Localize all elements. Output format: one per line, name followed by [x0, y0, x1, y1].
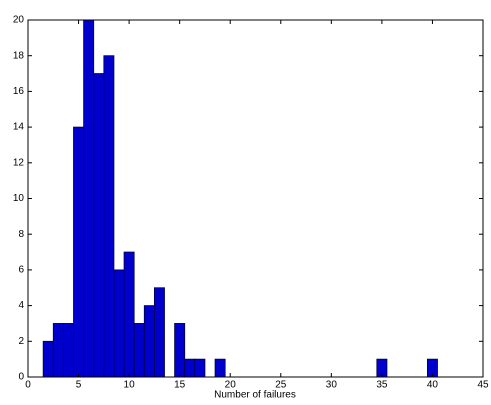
- x-tick-label: 0: [25, 380, 31, 391]
- y-tick-label: 0: [18, 372, 24, 383]
- x-tick-label: 15: [174, 380, 186, 391]
- bar: [52, 323, 64, 378]
- x-tick-label: 20: [225, 380, 237, 391]
- y-tick-label: 4: [18, 300, 24, 311]
- bar: [143, 305, 155, 378]
- x-tick-label: 5: [76, 380, 82, 391]
- y-tick-label: 10: [13, 193, 25, 204]
- bar: [113, 269, 125, 378]
- x-tick-label: 45: [477, 380, 489, 391]
- bar: [214, 358, 226, 378]
- bar: [103, 55, 115, 378]
- x-tick-label: 30: [326, 380, 338, 391]
- x-tick-label: 35: [376, 380, 388, 391]
- y-tick-label: 16: [13, 86, 25, 97]
- x-axis-label: Number of failures: [214, 390, 296, 401]
- bar: [62, 323, 74, 378]
- bar: [194, 358, 206, 378]
- bar: [42, 340, 54, 378]
- y-tick-label: 20: [13, 15, 25, 26]
- x-tick-label: 40: [427, 380, 439, 391]
- bar: [93, 73, 105, 378]
- y-tick-label: 14: [13, 122, 25, 133]
- y-tick-label: 8: [18, 229, 24, 240]
- bar: [174, 323, 186, 378]
- x-tick-label: 25: [275, 380, 287, 391]
- x-tick-label: 10: [124, 380, 136, 391]
- bar: [73, 126, 85, 378]
- bar: [83, 19, 95, 378]
- y-tick-label: 18: [13, 50, 25, 61]
- y-tick-label: 2: [18, 336, 24, 347]
- y-tick-label: 12: [13, 157, 25, 168]
- bar: [133, 323, 145, 378]
- bar: [123, 251, 135, 378]
- bar: [184, 358, 196, 378]
- y-tick-label: 6: [18, 265, 24, 276]
- bar: [153, 287, 165, 378]
